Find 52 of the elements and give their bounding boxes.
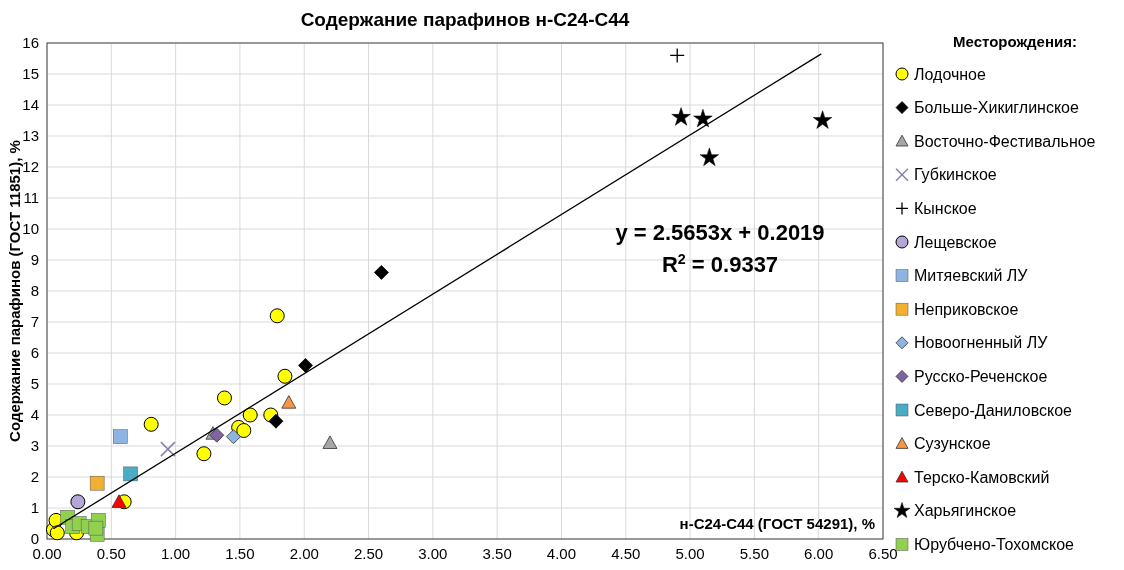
x-tick-label: 5.00 bbox=[675, 545, 705, 562]
legend-label: Лещевское bbox=[914, 233, 997, 251]
legend-label: Харьягинское bbox=[914, 502, 1017, 520]
y-tick-label: 4 bbox=[30, 406, 39, 424]
chart-title: Содержание парафинов н-С24-С44 bbox=[300, 9, 630, 30]
x-tick-label: 4.00 bbox=[546, 545, 577, 562]
y-tick-label: 9 bbox=[30, 251, 39, 269]
y-tick-label: 8 bbox=[30, 282, 39, 300]
y-tick-label: 7 bbox=[30, 313, 39, 331]
x-tick-label: 3.50 bbox=[482, 545, 512, 562]
x-axis-title: н-С24-С44 (ГОСТ 54291), % bbox=[679, 515, 875, 532]
legend-label: Терско-Камовский bbox=[914, 468, 1050, 486]
y-tick-label: 16 bbox=[22, 34, 39, 52]
annotation: y = 2.5653x + 0.2019 bbox=[615, 220, 825, 245]
y-tick-label: 13 bbox=[22, 127, 39, 145]
y-tick-label: 1 bbox=[30, 499, 39, 517]
x-tick-label: 0.50 bbox=[96, 545, 126, 562]
y-tick-label: 6 bbox=[30, 344, 39, 362]
y-tick-label: 14 bbox=[22, 96, 39, 114]
y-tick-label: 5 bbox=[30, 375, 39, 393]
legend-label: Лодочное bbox=[914, 65, 986, 83]
y-tick-label: 2 bbox=[30, 468, 39, 486]
legend-label: Губкинское bbox=[914, 166, 997, 184]
legend-label: Сузунское bbox=[914, 435, 991, 453]
y-tick-label: 12 bbox=[22, 158, 39, 176]
legend-label: Северо-Даниловское bbox=[914, 401, 1073, 419]
legend-label: Больше-Хикиглинское bbox=[914, 99, 1079, 117]
annotation: R$^{2}$ = 0.9337 bbox=[661, 251, 779, 277]
x-tick-label: 0.00 bbox=[32, 545, 62, 562]
x-tick-label: 1.00 bbox=[161, 545, 191, 562]
legend-label: Новоогненный ЛУ bbox=[914, 334, 1049, 352]
x-tick-label: 3.00 bbox=[418, 545, 448, 562]
legend-title: Месторождения: bbox=[953, 33, 1077, 50]
x-tick-label: 6.00 bbox=[804, 545, 834, 562]
x-tick-label: 6.50 bbox=[868, 545, 898, 562]
legend-label: Кынское bbox=[914, 200, 977, 217]
legend-label: Митяевский ЛУ bbox=[914, 267, 1029, 285]
legend-label: Неприковское bbox=[914, 300, 1019, 318]
y-tick-label: 3 bbox=[30, 437, 39, 455]
legend-label: Русско-Реченское bbox=[914, 368, 1048, 385]
legend-label: Юрубчено-Тохомское bbox=[914, 536, 1075, 553]
y-tick-label: 11 bbox=[23, 189, 39, 207]
legend-label: Восточно-Фестивальное bbox=[914, 132, 1096, 150]
y-axis-title: Содержание парафинов (ГОСТ 11851), % bbox=[6, 140, 23, 442]
y-tick-label: 0 bbox=[30, 530, 39, 548]
x-tick-label: 1.50 bbox=[225, 545, 255, 562]
x-tick-label: 5.50 bbox=[739, 545, 769, 562]
x-tick-label: 4.50 bbox=[611, 545, 641, 562]
y-tick-label: 15 bbox=[22, 65, 39, 83]
x-tick-label: 2.00 bbox=[289, 545, 319, 562]
y-tick-label: 10 bbox=[22, 220, 39, 238]
x-tick-label: 2.50 bbox=[353, 545, 384, 562]
